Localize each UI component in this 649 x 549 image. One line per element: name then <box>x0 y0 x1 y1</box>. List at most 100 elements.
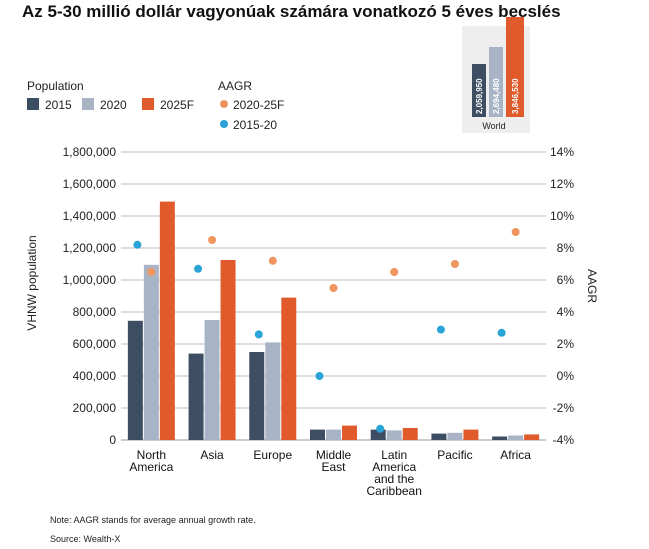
aagr-dot-2015-20 <box>315 372 324 380</box>
y2-tick-label: -2% <box>553 401 575 415</box>
world-bar-2025f <box>506 17 524 117</box>
bar-2015 <box>127 320 143 440</box>
aagr-dot-2020-25f <box>268 256 277 265</box>
aagr-dot-2020-25f <box>147 268 156 276</box>
y2-axis-ticks: -4% -2% 0% 2% 4% 6% 8% 10% 12% 14% <box>550 145 574 447</box>
legend-label-2015-20: 2015-20 <box>233 118 277 132</box>
aagr-dot-2020-25f <box>511 228 520 236</box>
y-tick-label: 0 <box>109 433 116 447</box>
bar-2025f <box>159 201 175 440</box>
bar-2020 <box>386 430 402 440</box>
bar-2025f <box>463 429 479 440</box>
bar-2015 <box>492 436 508 440</box>
y2-tick-label: 10% <box>550 209 574 223</box>
y-tick-label: 200,000 <box>73 401 117 415</box>
aagr-dot-2015-20 <box>254 330 263 339</box>
bar-2020 <box>447 432 463 440</box>
bars <box>127 201 540 440</box>
y2-tick-label: 8% <box>557 241 575 255</box>
source-text: Source: Wealth-X <box>50 534 120 544</box>
bar-2015 <box>370 429 386 440</box>
bar-2025f <box>402 428 418 440</box>
category-label: Europe <box>253 448 292 462</box>
y-tick-label: 1,600,000 <box>63 177 117 191</box>
chart-title: Az 5-30 millió dollár vagyonúak számára … <box>22 2 561 21</box>
y-tick-label: 400,000 <box>73 369 117 383</box>
y2-tick-label: 12% <box>550 177 574 191</box>
y2-tick-label: 14% <box>550 145 574 159</box>
y-axis-title: VHNW population <box>25 235 39 330</box>
y-tick-label: 1,200,000 <box>63 241 117 255</box>
world-inset: 2,059,950 2,694,480 3,846,530 World <box>462 17 530 133</box>
aagr-dot-2020-25f <box>208 236 217 244</box>
y-axis-ticks: 0 200,000 400,000 600,000 800,000 1,000,000 1,… <box>63 145 117 447</box>
y-tick-label: 1,800,000 <box>63 145 117 159</box>
y2-axis-title: AAGR <box>585 269 599 303</box>
legend-swatch-2025f <box>142 98 154 110</box>
aagr-dot-2020-25f <box>329 284 338 292</box>
y2-tick-label: 6% <box>557 273 575 287</box>
category-label: Caribbean <box>367 484 422 498</box>
world-value-2025f: 3,846,530 <box>511 78 520 114</box>
world-bar-2015 <box>472 64 486 117</box>
grid <box>121 151 546 441</box>
legend-label-2015: 2015 <box>45 98 72 112</box>
bar-2025f <box>281 297 297 440</box>
legend-aagr-heading: AAGR <box>218 79 252 93</box>
bar-2020 <box>143 264 159 440</box>
aagr-dot-2015-20 <box>436 325 445 334</box>
category-label: East <box>321 460 346 474</box>
legend-swatch-2020 <box>82 98 94 110</box>
bar-2020 <box>508 435 524 440</box>
aagr-dot-2015-20 <box>497 328 506 337</box>
bar-2020 <box>204 320 220 440</box>
category-label: North <box>137 448 166 462</box>
category-label: Africa <box>500 448 531 462</box>
world-bar-2020 <box>489 47 503 117</box>
legend-label-2025f: 2025F <box>160 98 194 112</box>
bar-2020 <box>326 429 341 440</box>
bar-2015 <box>249 352 265 440</box>
y2-tick-label: 4% <box>557 305 575 319</box>
category-label: Pacific <box>437 448 472 462</box>
y-tick-label: 1,400,000 <box>63 209 117 223</box>
aagr-dots <box>133 228 520 433</box>
category-label: Middle <box>316 448 352 462</box>
category-label: America <box>372 460 416 474</box>
y2-tick-label: -4% <box>553 433 575 447</box>
category-label: America <box>129 460 173 474</box>
bar-2025f <box>342 425 357 440</box>
world-value-2015: 2,059,950 <box>475 78 484 114</box>
bar-2020 <box>265 342 281 440</box>
aagr-dot-2015-20 <box>194 264 203 273</box>
bar-2015 <box>310 429 325 440</box>
aagr-dot-2020-25f <box>390 268 399 276</box>
category-label: Asia <box>200 448 224 462</box>
bar-2025f <box>220 260 236 440</box>
y-tick-label: 800,000 <box>73 305 117 319</box>
world-category-label: World <box>482 121 505 131</box>
legend-dot-2020-25f <box>220 100 228 108</box>
legend: Population 2015 2020 2025F AAGR 2020-25F… <box>27 79 284 132</box>
legend-dot-2015-20 <box>220 120 228 128</box>
bar-2015 <box>431 433 447 440</box>
y-tick-label: 600,000 <box>73 337 117 351</box>
legend-label-2020: 2020 <box>100 98 127 112</box>
bar-2025f <box>524 434 540 440</box>
legend-population-heading: Population <box>27 79 84 93</box>
legend-label-2020-25f: 2020-25F <box>233 98 284 112</box>
aagr-dot-2020-25f <box>450 260 459 268</box>
legend-swatch-2015 <box>27 98 39 110</box>
category-label: Latin <box>381 448 407 462</box>
y2-tick-label: 0% <box>557 369 575 383</box>
bar-2015 <box>188 353 204 440</box>
note-text: Note: AAGR stands for average annual gro… <box>50 515 256 525</box>
aagr-dot-2015-20 <box>376 424 385 433</box>
y-tick-label: 1,000,000 <box>63 273 117 287</box>
y2-tick-label: 2% <box>557 337 575 351</box>
aagr-dot-2015-20 <box>133 240 142 249</box>
world-value-2020: 2,694,480 <box>492 78 501 114</box>
category-label: and the <box>374 472 414 486</box>
